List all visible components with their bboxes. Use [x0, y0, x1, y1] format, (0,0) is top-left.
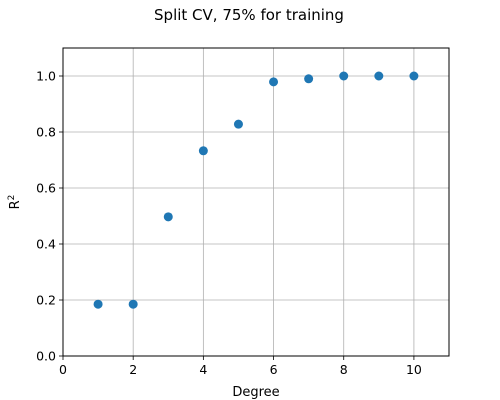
y-axis-label-base: R	[8, 200, 23, 209]
y-axis-label-superscript: 2	[7, 195, 17, 201]
data-point	[339, 71, 349, 81]
data-point	[163, 212, 173, 222]
x-tick-label: 2	[129, 362, 137, 377]
data-point	[233, 119, 243, 129]
axis-ticks: 0 2 4 6 8 10 0.0 0.2 0.4 0.6 0.8 1.0	[36, 69, 422, 378]
data-point	[409, 71, 419, 81]
data-point	[198, 146, 208, 156]
x-tick-label: 0	[59, 362, 67, 377]
y-tick-label: 0.4	[36, 237, 56, 252]
x-tick-label: 8	[340, 362, 348, 377]
x-tick-label: 4	[199, 362, 207, 377]
data-point	[304, 74, 314, 84]
data-point	[374, 71, 384, 81]
y-tick-label: 0.0	[36, 349, 56, 364]
x-axis-label: Degree	[232, 385, 279, 400]
x-tick-label: 6	[270, 362, 278, 377]
data-point	[128, 299, 138, 309]
data-point	[269, 77, 279, 87]
y-tick-label: 0.2	[36, 293, 56, 308]
y-tick-label: 0.8	[36, 125, 56, 140]
data-points	[93, 71, 419, 309]
y-axis-label: R2	[7, 195, 23, 210]
x-tick-label: 10	[406, 362, 422, 377]
y-tick-label: 1.0	[36, 69, 56, 84]
data-point	[93, 299, 103, 309]
chart-title: Split CV, 75% for training	[154, 6, 344, 24]
grid-lines	[62, 48, 449, 357]
plot-frame	[62, 47, 450, 357]
y-tick-label: 0.6	[36, 181, 56, 196]
